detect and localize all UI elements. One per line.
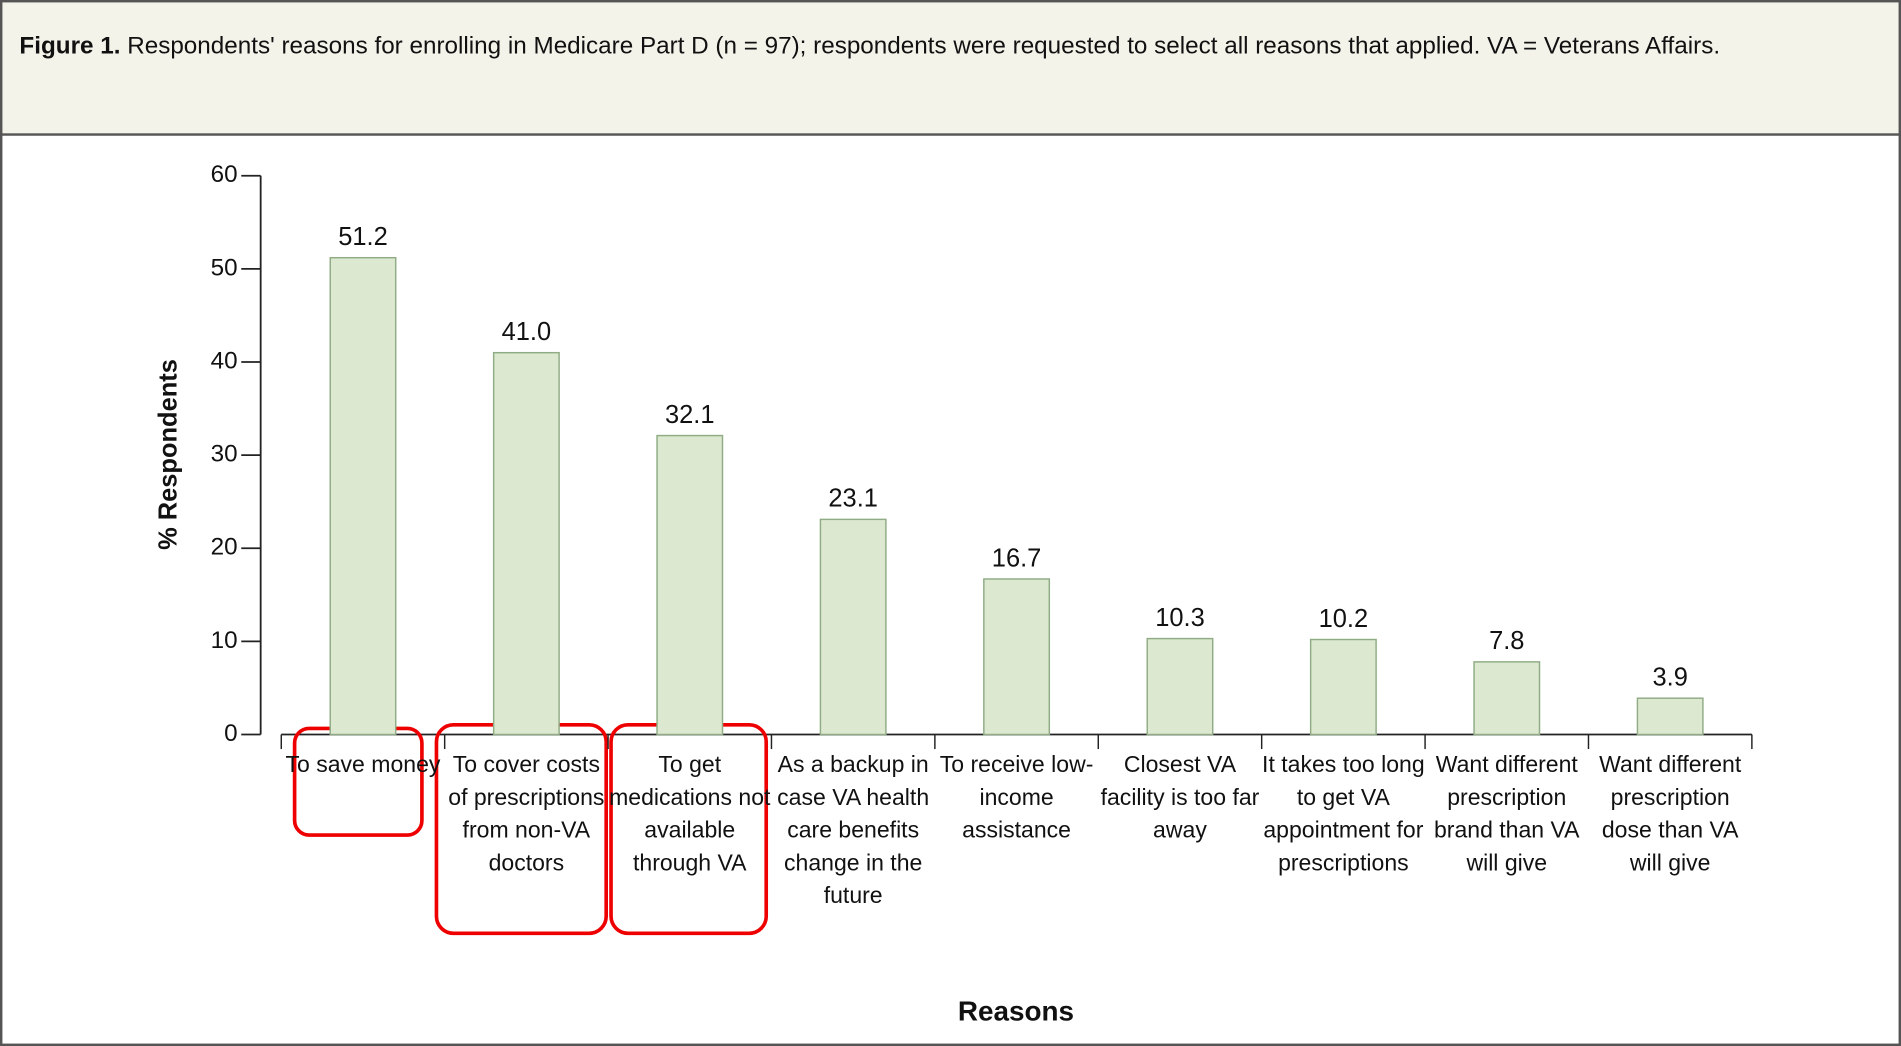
caption-text: Respondents' reasons for enrolling in Me… — [127, 32, 1721, 60]
x-tick-label: To receive low-income assistance — [939, 752, 1094, 844]
x-tick-label: It takes too long to get VA appointment … — [1262, 752, 1425, 877]
bar — [1636, 697, 1704, 736]
x-tick-label: To save money — [285, 752, 441, 779]
x-tick-label: Want different prescription dose than VA… — [1599, 752, 1742, 877]
data-label: 23.1 — [828, 485, 878, 513]
x-tick-label-box: To cover costs of prescriptions from non… — [448, 752, 605, 877]
bar — [1146, 637, 1214, 736]
y-tick-label: 30 — [211, 441, 238, 468]
x-tick-label-box: Want different prescription dose than VA… — [1599, 752, 1742, 877]
x-tick-label: Closest VA facility is too far away — [1100, 752, 1260, 844]
x-axis-label: Reasons — [958, 996, 1074, 1027]
y-axis-label: % Respondents — [154, 359, 182, 550]
caption-label: Figure 1. — [19, 32, 121, 60]
x-tick-label-box: Closest VA facility is too far away — [1100, 752, 1260, 844]
y-tick-label: 60 — [211, 161, 238, 188]
bar — [983, 578, 1051, 736]
caption: Figure 1. Respondents' reasons for enrol… — [19, 32, 1721, 60]
caption-box — [0, 0, 1901, 136]
x-tick-label: To cover costs of prescriptions from non… — [448, 752, 605, 877]
x-tick-label-box: It takes too long to get VA appointment … — [1262, 752, 1425, 877]
bar — [329, 256, 397, 736]
data-label: 41.0 — [502, 318, 552, 346]
data-label: 51.2 — [338, 223, 388, 251]
data-label: 10.2 — [1319, 605, 1369, 633]
x-tick-label: As a backup in case VA health care benef… — [777, 752, 930, 910]
data-label: 16.7 — [992, 544, 1042, 572]
data-label: 32.1 — [665, 401, 715, 429]
bar — [656, 434, 724, 736]
y-tick-label: 10 — [211, 627, 238, 654]
x-tick-label-box: To get medications not available through… — [609, 752, 771, 877]
data-label: 7.8 — [1489, 627, 1524, 655]
bar — [1473, 661, 1541, 736]
x-tick-label-box: To save money — [285, 752, 441, 779]
x-tick-label-box: Want different prescription brand than V… — [1433, 752, 1580, 877]
y-tick-label: 50 — [211, 254, 238, 281]
y-tick-label: 0 — [224, 720, 237, 747]
data-label: 3.9 — [1652, 664, 1687, 692]
y-tick-label: 40 — [211, 347, 238, 374]
bar — [492, 351, 560, 736]
x-tick-label-box: As a backup in case VA health care benef… — [777, 752, 930, 910]
x-tick-label: Want different prescription brand than V… — [1433, 752, 1580, 877]
bar — [1309, 638, 1377, 736]
bar — [819, 518, 887, 736]
data-label: 10.3 — [1155, 604, 1205, 632]
y-tick-label: 20 — [211, 534, 238, 561]
x-tick-label: To get medications not available through… — [609, 752, 771, 877]
x-tick-label-box: To receive low-income assistance — [939, 752, 1094, 844]
